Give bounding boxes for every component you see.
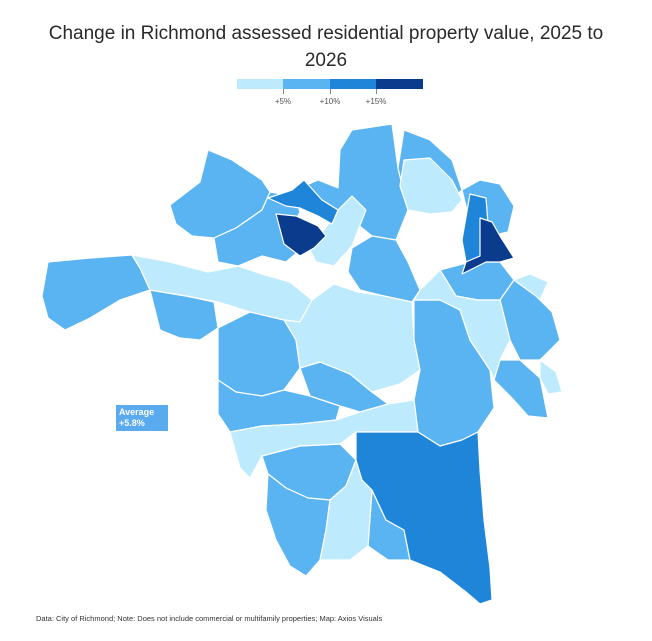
region-southside-south-light[interactable] [319, 459, 373, 561]
legend-tick [283, 89, 284, 94]
region-fulton-light[interactable] [513, 273, 549, 301]
region-west-end[interactable] [41, 254, 151, 331]
legend-tick [376, 89, 377, 94]
region-southwest-2[interactable] [217, 379, 341, 433]
region-northside-high[interactable] [267, 179, 339, 225]
average-label: Average [119, 407, 155, 417]
legend-swatch-low [283, 79, 330, 89]
legend-tick [330, 89, 331, 94]
legend-bar [237, 79, 423, 89]
region-north-light[interactable] [309, 195, 367, 267]
legend-swatch-lowest [237, 79, 283, 89]
source-note: Data: City of Richmond; Note: Does not i… [36, 614, 383, 623]
legend-label-10: +10% [319, 97, 341, 106]
average-callout: Average +5.8% [116, 405, 168, 431]
legend-label-5: +5% [274, 97, 292, 106]
region-northwest-highest[interactable] [275, 213, 327, 257]
region-northeast-light[interactable] [399, 157, 463, 215]
color-legend: +5% +10% +15% [237, 79, 423, 111]
region-northeast-highest[interactable] [461, 217, 515, 275]
region-far-east[interactable] [493, 359, 549, 419]
region-southside-high[interactable] [355, 431, 493, 605]
map-title: Change in Richmond assessed residential … [48, 23, 604, 71]
legend-swatch-high [330, 79, 376, 89]
legend-swatch-highest [376, 79, 423, 89]
region-church-hill-light[interactable] [413, 269, 511, 381]
region-eastern-tip-light[interactable] [539, 359, 563, 395]
average-value: +5.8% [119, 418, 145, 428]
region-museum-district-light[interactable] [283, 283, 421, 393]
legend-label-15: +15% [365, 97, 387, 106]
